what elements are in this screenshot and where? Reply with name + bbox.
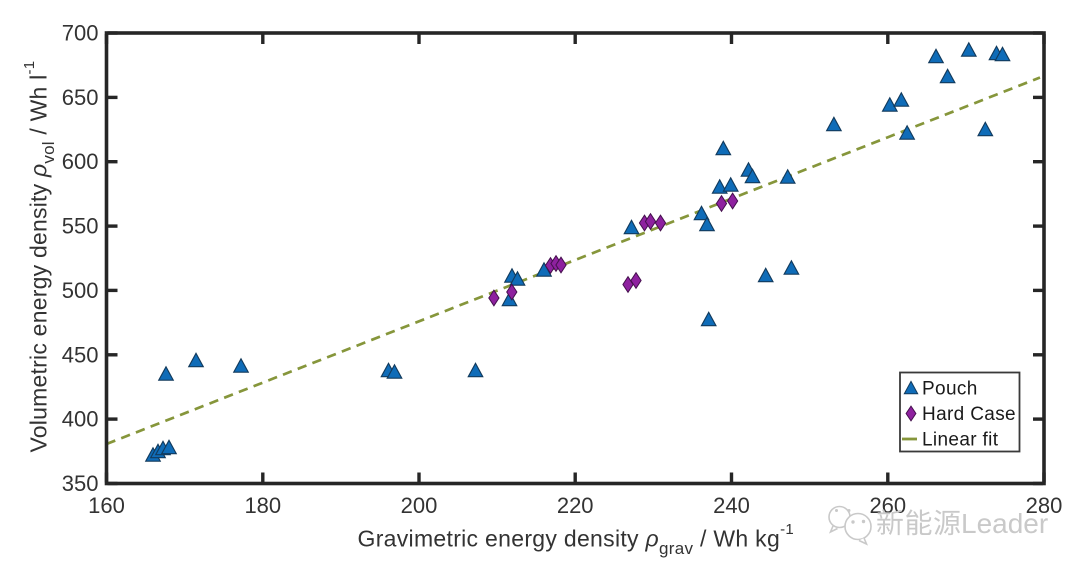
svg-text:700: 700	[62, 21, 99, 46]
svg-text:550: 550	[62, 214, 99, 239]
svg-text:Leader: Leader	[961, 508, 1048, 539]
svg-text:200: 200	[401, 493, 438, 518]
svg-text:Pouch: Pouch	[922, 379, 978, 400]
svg-text:Hard Case: Hard Case	[922, 404, 1016, 425]
svg-text:Linear fit: Linear fit	[922, 430, 999, 451]
svg-text:450: 450	[62, 342, 99, 367]
svg-text:400: 400	[62, 407, 99, 432]
svg-text:280: 280	[1026, 493, 1063, 518]
svg-text:160: 160	[88, 493, 125, 518]
svg-text:600: 600	[62, 149, 99, 174]
svg-text:260: 260	[869, 493, 906, 518]
svg-text:Gravimetric energy density ρgr: Gravimetric energy density ρgrav / Wh kg…	[358, 521, 795, 558]
svg-text:350: 350	[62, 471, 99, 496]
svg-text:220: 220	[557, 493, 594, 518]
svg-text:650: 650	[62, 85, 99, 110]
svg-text:500: 500	[62, 278, 99, 303]
svg-text:180: 180	[244, 493, 281, 518]
svg-text:240: 240	[713, 493, 750, 518]
svg-text:Volumetric energy density ρvol: Volumetric energy density ρvol / Wh l-1	[21, 61, 58, 453]
